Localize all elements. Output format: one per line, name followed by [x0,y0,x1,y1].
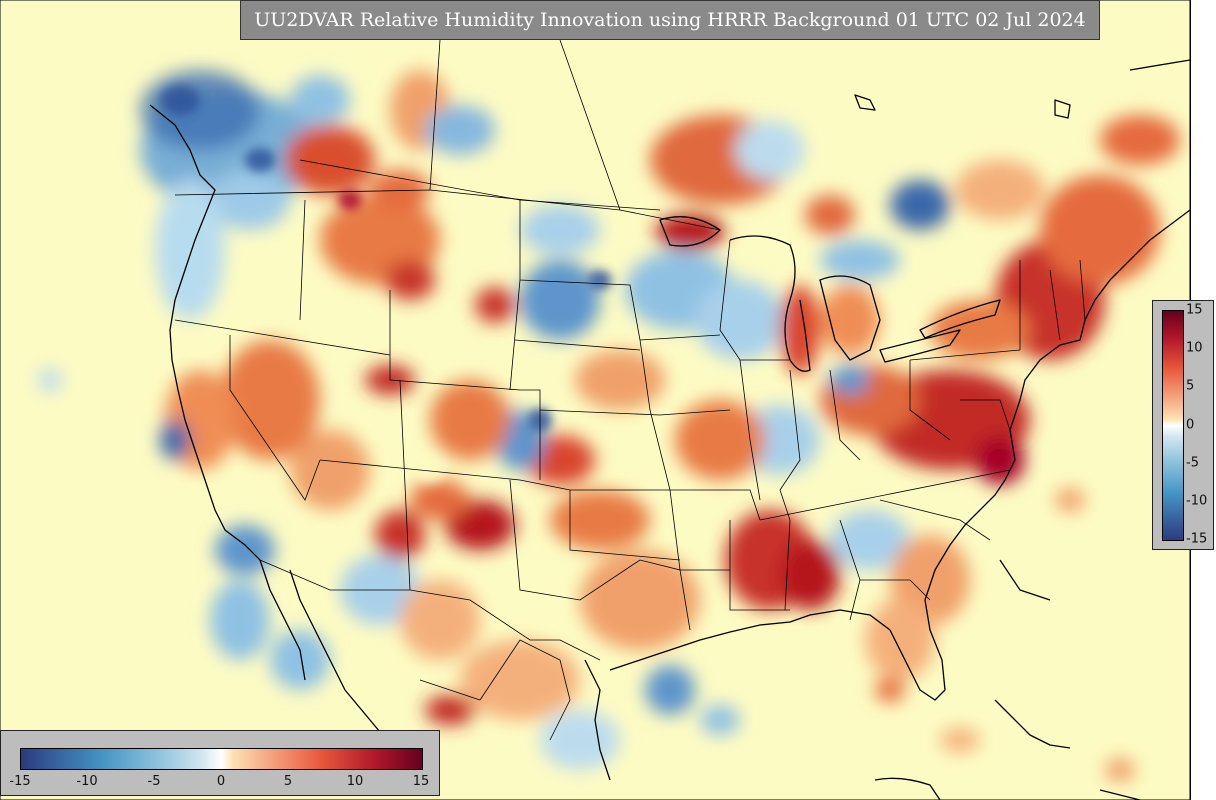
colorbar-right-tick: 15 [1186,302,1203,318]
colorbar-right-tick: -15 [1186,531,1208,547]
colorbar-right-tick: 0 [1186,417,1195,433]
colorbar-bottom-tick: -5 [147,774,161,789]
colorbar-bottom-tick: 0 [216,774,226,789]
colorbar-bottom-gradient [20,748,423,770]
colorbar-right: 15 10 5 0 -5 -10 -15 [1152,300,1214,550]
colorbar-right-tick: -5 [1186,455,1199,471]
state-borders [174,39,1086,741]
colorbar-right-tick: 5 [1186,378,1195,394]
colorbar-right-gradient [1162,310,1184,541]
colorbar-bottom-tick: 10 [346,774,364,789]
map-title: UU2DVAR Relative Humidity Innovation usi… [240,0,1100,40]
colorbar-bottom-tick: -15 [9,774,31,789]
colorbar-bottom-tick: -10 [76,774,98,789]
coastlines [149,59,1191,800]
colorbar-right-tick: -10 [1186,493,1208,509]
colorbar-right-tick: 10 [1186,340,1203,356]
colorbar-bottom-tick: 15 [412,774,430,789]
colorbar-bottom: -15 -10 -5 0 5 10 15 [0,730,440,796]
colorbar-bottom-tick: 5 [283,774,293,789]
